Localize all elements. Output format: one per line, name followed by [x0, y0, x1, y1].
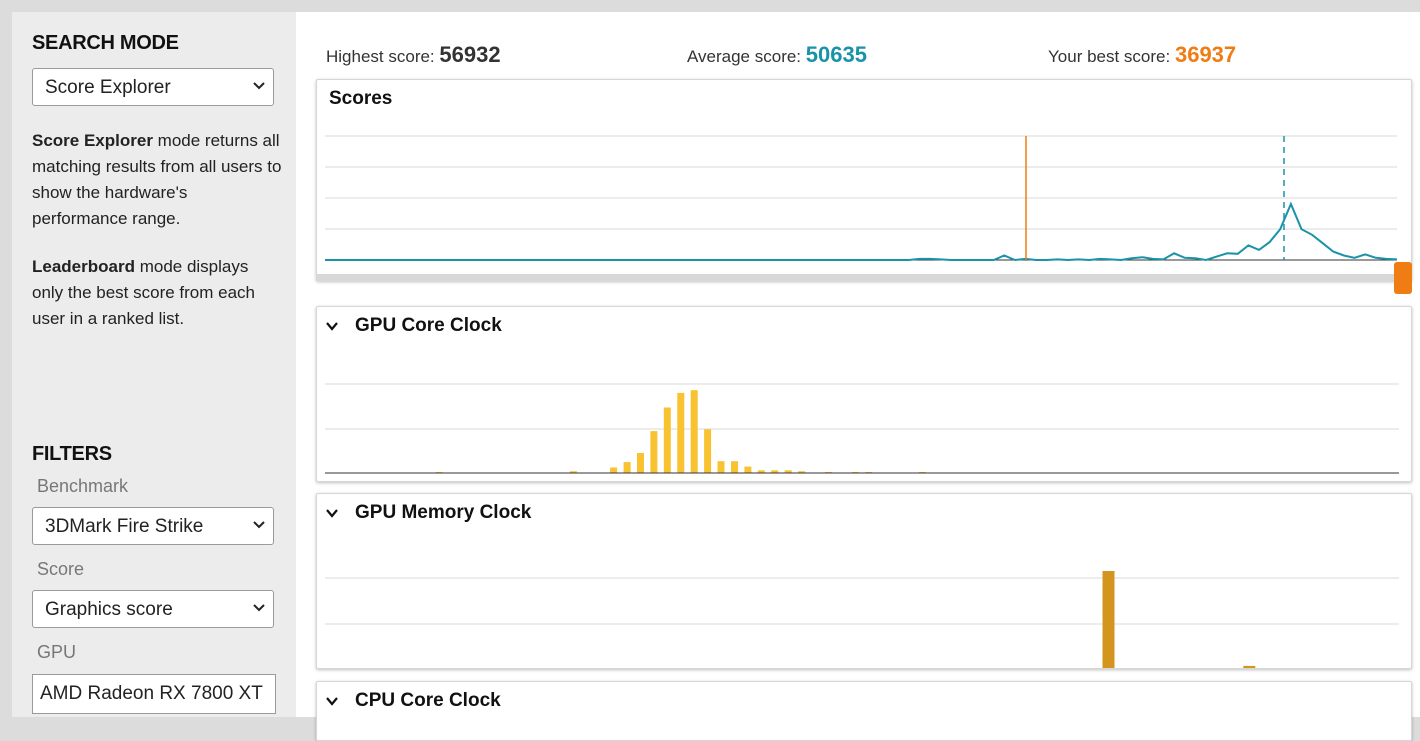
- collapse-chevron-icon[interactable]: [325, 694, 339, 708]
- bar: [623, 462, 631, 473]
- top-strip: [0, 0, 1420, 12]
- bar: [690, 390, 698, 473]
- main-content: Highest score: 56932 Average score: 5063…: [296, 12, 1420, 741]
- filters-heading: FILTERS: [32, 443, 112, 465]
- gpu-label: GPU: [37, 642, 77, 662]
- bar: [650, 431, 658, 473]
- cpu-core-clock-panel: CPU Core Clock: [316, 681, 1412, 741]
- your-best-score: Your best score: 36937: [1048, 42, 1236, 68]
- bar: [798, 471, 806, 473]
- gpu-core-clock-panel: GPU Core Clock: [316, 306, 1412, 482]
- sidebar: SEARCH MODE Score Explorer Score Explore…: [12, 12, 296, 717]
- bar: [757, 470, 765, 473]
- bar: [1243, 665, 1256, 668]
- gpu-memory-clock-header[interactable]: GPU Memory Clock: [325, 502, 531, 524]
- benchmark-select[interactable]: 3DMark Fire Strike: [32, 507, 274, 545]
- scores-chart: [325, 135, 1398, 262]
- collapse-chevron-icon[interactable]: [325, 506, 339, 520]
- bar: [610, 467, 618, 473]
- desc-score-explorer-bold: Score Explorer: [32, 131, 153, 150]
- bar: [637, 453, 644, 473]
- highest-score: Highest score: 56932: [326, 42, 501, 68]
- your-best-score-label: Your best score:: [1048, 47, 1171, 66]
- benchmark-value: 3DMark Fire Strike: [45, 516, 204, 537]
- cpu-core-clock-header[interactable]: CPU Core Clock: [325, 690, 501, 712]
- score-type-value: Graphics score: [45, 599, 173, 620]
- search-mode-select[interactable]: Score Explorer: [32, 68, 274, 106]
- bar: [704, 429, 712, 473]
- highest-score-value: 56932: [439, 42, 501, 67]
- bar: [569, 471, 577, 473]
- leaderboard-description: Leaderboard mode displays only the best …: [32, 254, 282, 332]
- scores-panel-title: Scores: [329, 88, 393, 109]
- average-score-value: 50635: [805, 42, 867, 67]
- gpu-field[interactable]: [32, 674, 276, 714]
- chevron-down-icon: [253, 521, 265, 529]
- bar: [1102, 571, 1115, 668]
- gpu-memory-clock-title: GPU Memory Clock: [355, 502, 532, 523]
- chevron-down-icon: [253, 82, 265, 90]
- score-label: Score: [37, 559, 85, 579]
- score-range-track[interactable]: [316, 274, 1396, 281]
- desc-score-explorer-text: mode returns all matching results from a…: [32, 131, 282, 228]
- bar: [771, 470, 779, 473]
- bar: [731, 461, 738, 473]
- gpu-core-clock-title: GPU Core Clock: [355, 315, 502, 336]
- collapse-chevron-icon[interactable]: [325, 319, 339, 333]
- bar: [677, 392, 685, 473]
- chevron-down-icon: [253, 604, 265, 612]
- search-mode-value: Score Explorer: [45, 77, 171, 98]
- score-explorer-description: Score Explorer mode returns all matching…: [32, 128, 282, 232]
- scores-series-line: [325, 201, 1398, 262]
- your-best-score-value: 36937: [1174, 42, 1237, 67]
- gpu-input[interactable]: [40, 683, 268, 705]
- average-score-label: Average score:: [687, 47, 802, 66]
- gpu-core-clock-chart: [325, 383, 1399, 474]
- average-score: Average score: 50635: [687, 42, 867, 68]
- gpu-core-clock-header[interactable]: GPU Core Clock: [325, 315, 502, 337]
- scores-panel: Scores: [316, 79, 1412, 281]
- bar: [663, 407, 671, 473]
- benchmark-label: Benchmark: [37, 476, 129, 496]
- bar: [717, 461, 725, 473]
- bar: [744, 466, 752, 473]
- cpu-core-clock-title: CPU Core Clock: [355, 690, 501, 711]
- gpu-memory-clock-panel: GPU Memory Clock: [316, 493, 1412, 669]
- score-range-handle[interactable]: [1394, 262, 1412, 294]
- score-type-select[interactable]: Graphics score: [32, 590, 274, 628]
- bar: [784, 470, 792, 473]
- desc-leaderboard-bold: Leaderboard: [32, 257, 135, 276]
- highest-score-label: Highest score:: [326, 47, 435, 66]
- search-mode-heading: SEARCH MODE: [32, 32, 179, 54]
- gpu-memory-clock-chart: [325, 571, 1399, 668]
- desc-leaderboard-text: mode displays only the best score from e…: [32, 257, 256, 328]
